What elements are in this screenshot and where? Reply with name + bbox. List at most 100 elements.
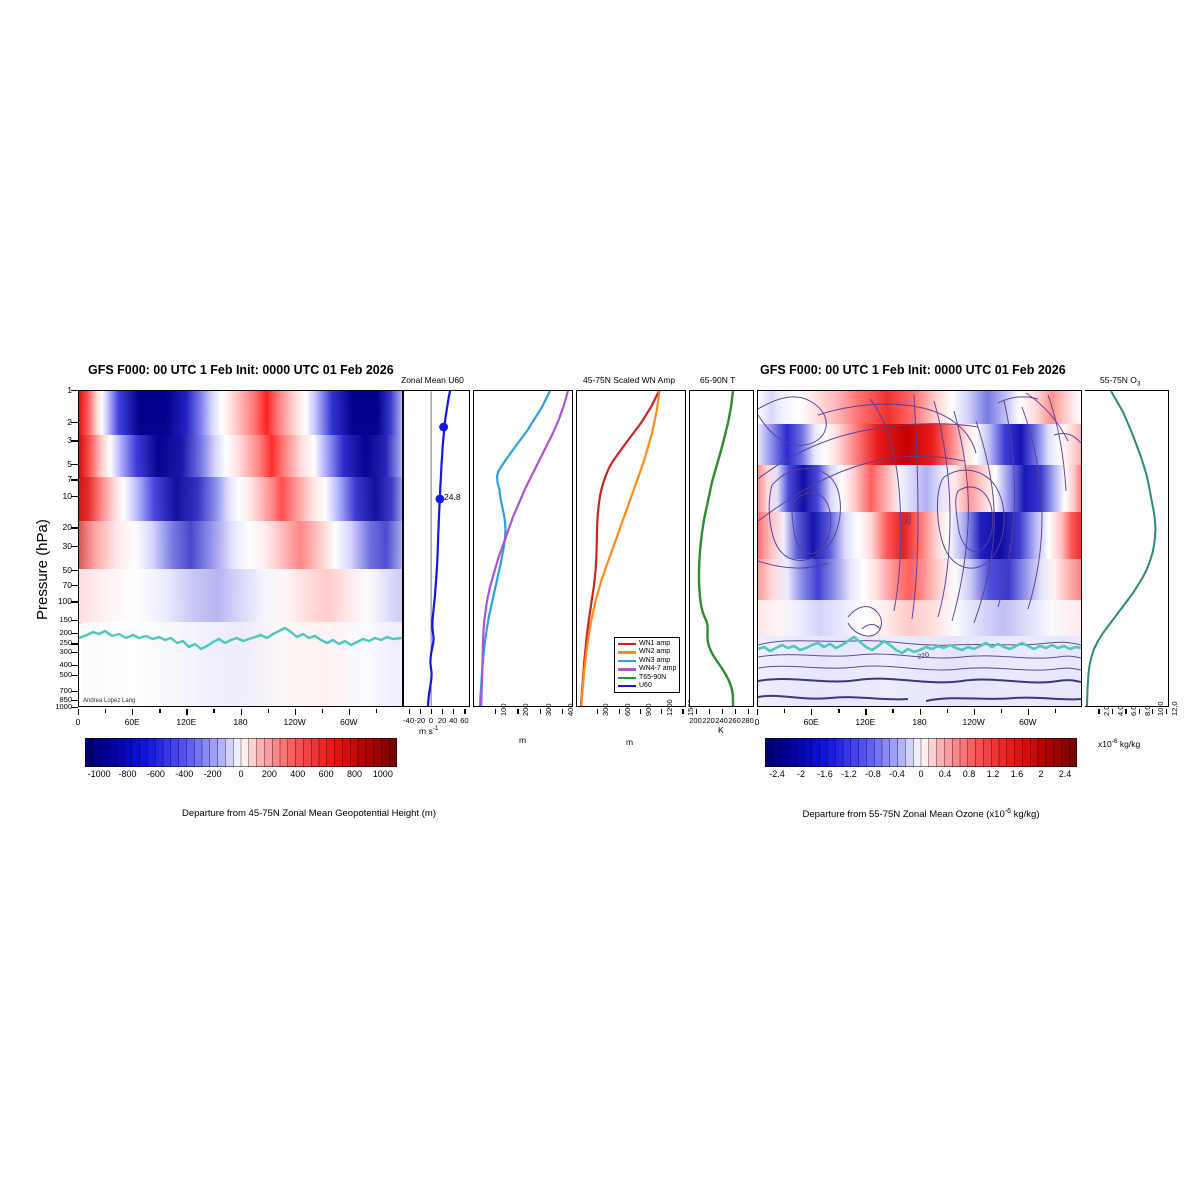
temp-panel[interactable] — [689, 390, 754, 707]
pressure-tickmark — [71, 651, 78, 654]
ozone-profile-panel[interactable] — [1085, 390, 1169, 707]
pressure-tick-100: 100 — [57, 596, 72, 607]
colorbar-tick--800: -800 — [118, 769, 137, 779]
x-tickmark — [661, 709, 663, 714]
colorbar-tick-400: 400 — [290, 769, 306, 779]
pressure-tick-70: 70 — [62, 579, 72, 590]
u60-marker-value: 24.8 — [444, 492, 461, 502]
x-tickmark — [1125, 709, 1127, 714]
lon-tick-label-60E: 60E — [124, 717, 140, 727]
lon-minor-tickmark — [1054, 709, 1057, 713]
lon-tickmark — [186, 709, 188, 715]
pressure-tick-1000: 1000 — [55, 702, 72, 711]
pressure-tick-200: 200 — [59, 628, 72, 638]
pressure-tickmark — [71, 633, 78, 635]
pressure-tick-500: 500 — [59, 670, 72, 680]
legend-swatch — [618, 643, 636, 646]
lon-tick-label-60W: 60W — [1019, 717, 1037, 727]
lon-minor-tickmark — [838, 709, 840, 713]
pressure-tickmark — [71, 664, 78, 667]
ozone-profile-title: 55-75N O3 — [1100, 375, 1140, 388]
pressure-tick-850: 850 — [59, 694, 72, 704]
temp-panel-title: 65-90N T — [700, 375, 736, 385]
x-tickmark — [1165, 709, 1167, 714]
x-tickmark — [1111, 709, 1114, 714]
x-tickmark — [464, 709, 466, 714]
pressure-tickmark — [71, 699, 78, 701]
x-tick-label-0: 0 — [428, 716, 433, 725]
pressure-tickmark — [71, 569, 78, 571]
wn-amp-panel[interactable] — [473, 390, 573, 707]
legend-item-1: WN2 amp — [618, 648, 676, 656]
pressure-tickmark — [71, 390, 78, 392]
pressure-tick-2: 2 — [67, 416, 72, 427]
pressure-tickmark — [71, 479, 78, 481]
x-tick-label-220: 220 — [702, 716, 715, 725]
x-tick-label-260: 260 — [728, 716, 741, 725]
x-tickmark — [408, 709, 410, 714]
lon-tick-labels-right: 0 60E 120E 180 120W 60W — [754, 709, 1082, 733]
pressure-tick-7: 7 — [67, 474, 72, 485]
lon-tickmark — [78, 709, 80, 715]
colorbar-tick-0.8: 0.8 — [962, 769, 976, 779]
legend-item-5: U60 — [618, 682, 676, 690]
x-tickmark — [1138, 709, 1140, 714]
x-tickmark — [734, 709, 736, 714]
scaled-wn-panel[interactable]: WN1 amp WN2 amp WN3 amp WN4-7 amp T65-90N U60 — [576, 390, 686, 707]
colorbar-tick--200: -200 — [203, 769, 222, 779]
ozone-departure-panel[interactable]: 220 220 220 — [757, 390, 1082, 707]
x-tickmark — [539, 709, 541, 714]
pressure-tickmark — [71, 643, 78, 645]
u60-tick-labels: -40 -20 0 20 40 60 — [393, 709, 483, 729]
height-colorbar-labels: -1000 -800 -600 -400 -200 0 200 400 600 800 1000 — [70, 769, 415, 785]
pressure-tick-20: 20 — [62, 522, 72, 533]
pressure-tick-1: 1 — [67, 385, 72, 395]
ozone-colorbar[interactable] — [765, 738, 1077, 767]
attribution-text: Andrea Lopez Lang — [83, 698, 136, 704]
pressure-tickmark — [71, 463, 78, 466]
x-tickmark — [639, 709, 642, 714]
height-departure-panel[interactable]: Andrea Lopez Lang — [78, 390, 403, 707]
colorbar-tick--1.2: -1.2 — [841, 769, 857, 779]
u60-marker-10hpa — [435, 494, 445, 504]
wn-amp-plot — [478, 391, 570, 706]
height-departure-field — [79, 391, 402, 706]
legend-swatch — [618, 651, 636, 654]
colorbar-tick-800: 800 — [346, 769, 362, 779]
lon-tickmark — [1027, 709, 1030, 715]
x-tickmark — [419, 709, 421, 714]
wn4-7-amp-curve — [480, 391, 570, 706]
x-tickmark — [682, 709, 684, 714]
x-tickmark — [747, 709, 749, 714]
x-tickmark — [453, 709, 455, 714]
wn-amp-axis-label: m — [519, 735, 527, 745]
legend-swatch — [618, 668, 636, 671]
series-legend: WN1 amp WN2 amp WN3 amp WN4-7 amp T65-90N U60 — [614, 637, 681, 694]
tropopause-line — [79, 626, 402, 651]
u60-axis-label: m s-1 — [419, 725, 438, 736]
x-tickmark — [695, 709, 697, 714]
x-tickmark — [597, 709, 599, 714]
scaled-wn-plot — [579, 391, 661, 706]
legend-swatch — [618, 676, 636, 680]
temp-axis-label: K — [718, 725, 724, 735]
height-colorbar[interactable] — [85, 738, 397, 767]
pressure-tickmark — [71, 584, 78, 587]
lon-minor-tickmark — [375, 709, 378, 713]
x-tickmark — [442, 709, 444, 714]
u60-axis-unit: m s — [419, 725, 433, 736]
svg-text:220: 220 — [905, 513, 913, 525]
colorbar-tick-2.4: 2.4 — [1058, 769, 1072, 779]
colorbar-tick--2: -2 — [796, 769, 806, 779]
u60-panel[interactable]: 24.8 — [403, 390, 470, 707]
lon-tick-labels-left: 0 60E 120E 180 120W 60W — [76, 709, 403, 733]
wn2-amp-curve — [580, 391, 661, 706]
x-tickmark — [618, 709, 620, 714]
u60-curve — [426, 391, 452, 706]
lon-tickmark — [348, 709, 351, 715]
x-tick-label-280: 280 — [741, 716, 754, 725]
x-tickmark — [708, 709, 710, 714]
lon-tick-label-0: 0 — [754, 717, 760, 727]
x-tickmark — [495, 709, 497, 714]
